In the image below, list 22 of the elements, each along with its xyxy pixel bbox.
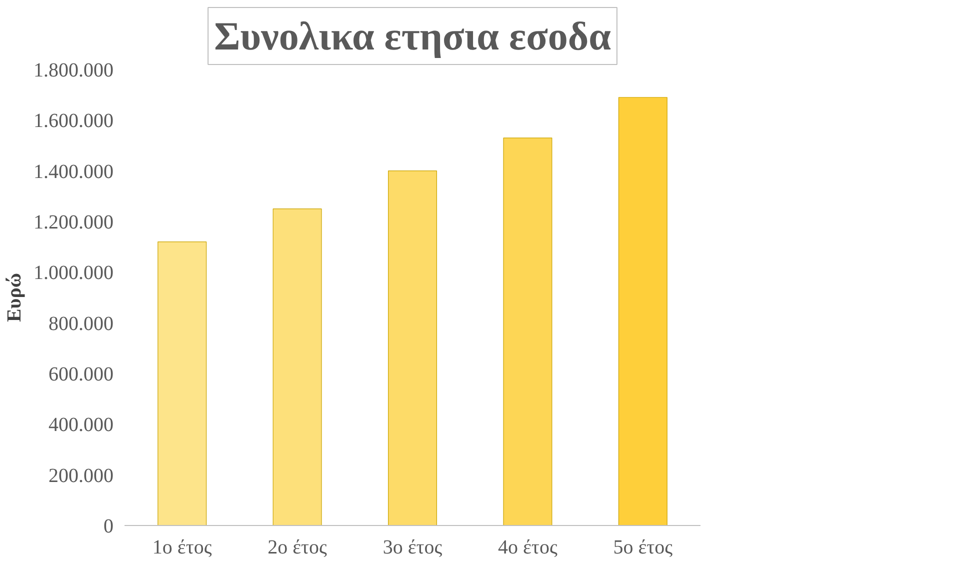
y-tick-label: 1.000.000 (34, 262, 114, 284)
y-tick-label: 200.000 (48, 464, 114, 487)
y-tick-label: 800.000 (48, 312, 114, 335)
bar (272, 208, 322, 526)
x-tick-label: 5ο έτος (613, 536, 673, 558)
y-tick-label: 1.400.000 (34, 160, 114, 183)
bar (618, 97, 668, 526)
x-tick-label: 3ο έτος (382, 536, 442, 558)
y-tick-label: 400.000 (48, 414, 114, 436)
bar (503, 138, 552, 526)
x-tick-label: 1ο έτος (152, 536, 212, 558)
chart-title: Συνολικα ετησια εσοδα (214, 14, 611, 58)
bar (158, 241, 207, 526)
x-tick-label: 4ο έτος (498, 536, 558, 558)
y-tick-label: 0 (104, 516, 114, 538)
x-tick-label: 2ο έτος (268, 536, 328, 558)
bar (388, 170, 437, 526)
y-axis-title: Ευρώ (4, 272, 26, 322)
y-tick-label: 1.600.000 (34, 110, 114, 132)
y-tick-label: 600.000 (48, 364, 114, 386)
y-tick-label: 1.200.000 (34, 212, 114, 234)
y-tick-label: 1.800.000 (34, 60, 114, 82)
